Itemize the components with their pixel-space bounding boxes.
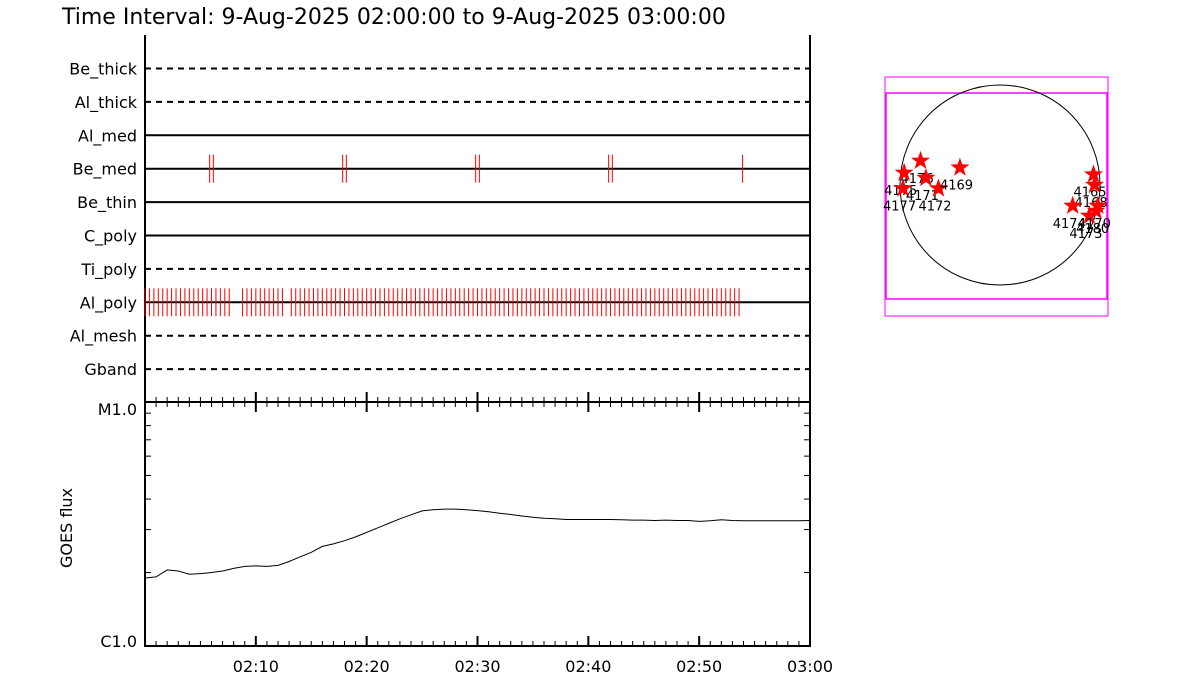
filter-label: Al_mesh (70, 327, 137, 347)
active-region-star (929, 178, 948, 197)
filter-label: Ti_poly (80, 260, 137, 280)
active-region-star (1063, 195, 1083, 214)
active-region-star (1083, 164, 1103, 183)
active-region-star (894, 162, 914, 181)
fov-box-inner (885, 92, 1108, 300)
x-tick-label: 02:10 (233, 657, 279, 676)
filter-label: Be_thick (69, 60, 137, 80)
x-tick-label: 02:30 (454, 657, 500, 676)
active-region-star (1085, 175, 1105, 194)
filter-label: Be_med (73, 160, 137, 180)
active-region-star (1088, 195, 1108, 214)
active-region-label: 4180 (1076, 222, 1109, 237)
x-tick-label: 02:40 (565, 657, 611, 676)
active-region-star (911, 150, 930, 169)
x-tick-label: 02:50 (676, 657, 722, 676)
active-region-label: 4171 (906, 189, 939, 204)
filter-label: Be_thin (77, 193, 137, 213)
goes-plot-frame (144, 401, 811, 647)
active-region-label: 4173 (1069, 227, 1102, 242)
active-region-label: 4177 (883, 199, 916, 214)
filter-timeline-panel: Be_thick Al_thick Al_med Be_med Be_thin C_pol… (69, 35, 811, 402)
solar-disk-map: 4176417541774171417241694165416841744173… (883, 76, 1111, 317)
filter-label: C_poly (84, 227, 137, 247)
active-region-star (916, 168, 936, 187)
active-region-label: 4174 (1053, 217, 1086, 232)
active-region-star (1079, 205, 1099, 224)
x-tick-label: 03:00 (787, 657, 833, 676)
fov-box-outer (884, 76, 1109, 317)
chart-title: Time Interval: 9-Aug-2025 02:00:00 to 9-… (61, 5, 726, 30)
solar-limb (899, 84, 1101, 286)
active-region-label: 4169 (940, 179, 973, 194)
active-region-star (950, 157, 970, 176)
goes-flux-panel: 02:10 02:20 02:30 02:40 02:50 03:00 M1.0C1.0 … (57, 392, 833, 676)
filter-label: Gband (84, 360, 137, 379)
x-tick-label: 02:20 (344, 657, 390, 676)
filter-label: Al_thick (75, 93, 138, 113)
active-region-label: 4170 (1078, 217, 1111, 232)
goes-ylabel: GOES flux (57, 488, 76, 568)
active-region-label: 4172 (918, 199, 951, 214)
filter-label: Al_med (78, 126, 137, 146)
active-region-star (893, 178, 913, 197)
goes-flux-series-line (144, 508, 811, 579)
filter-label: Al_poly (80, 293, 137, 313)
y-tick-label: C1.0 (100, 632, 137, 651)
y-tick-label: M1.0 (98, 400, 137, 419)
